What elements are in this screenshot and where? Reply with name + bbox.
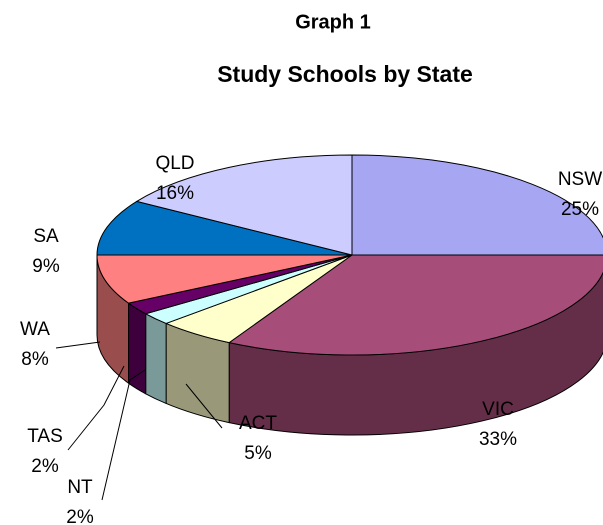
slice-value-label: 16% [156,183,194,204]
pie-slice [351,154,603,256]
slice-value-label: 8% [21,349,49,370]
pie-side [145,313,167,404]
pie-slice [228,254,603,356]
leader-line [67,365,125,451]
pie-slice [136,154,353,256]
slice-label: QLD [155,153,194,174]
slice-label: TAS [27,426,63,447]
slice-label: SA [33,226,59,247]
chart-subtitle: Study Schools by State [217,61,473,87]
slice-value-label: 2% [66,507,94,525]
chart-title: Graph 1 [295,11,371,33]
pie-slice [96,254,353,304]
slice-value-label: 25% [561,199,599,220]
pie-slice [96,200,353,256]
pie-side [128,302,147,395]
slice-value-label: 2% [31,456,59,477]
leader-line [101,369,146,501]
slice-label: NSW [558,169,602,190]
slice-value-label: 5% [244,443,272,464]
leader-line [55,341,101,349]
leader-line [185,383,223,429]
slice-label: NT [67,477,93,498]
slice-label: VIC [482,399,514,420]
slice-label: WA [20,319,50,340]
slice-value-label: 9% [32,256,60,277]
slice-label: ACT [239,413,277,434]
slice-value-label: 33% [479,429,517,450]
